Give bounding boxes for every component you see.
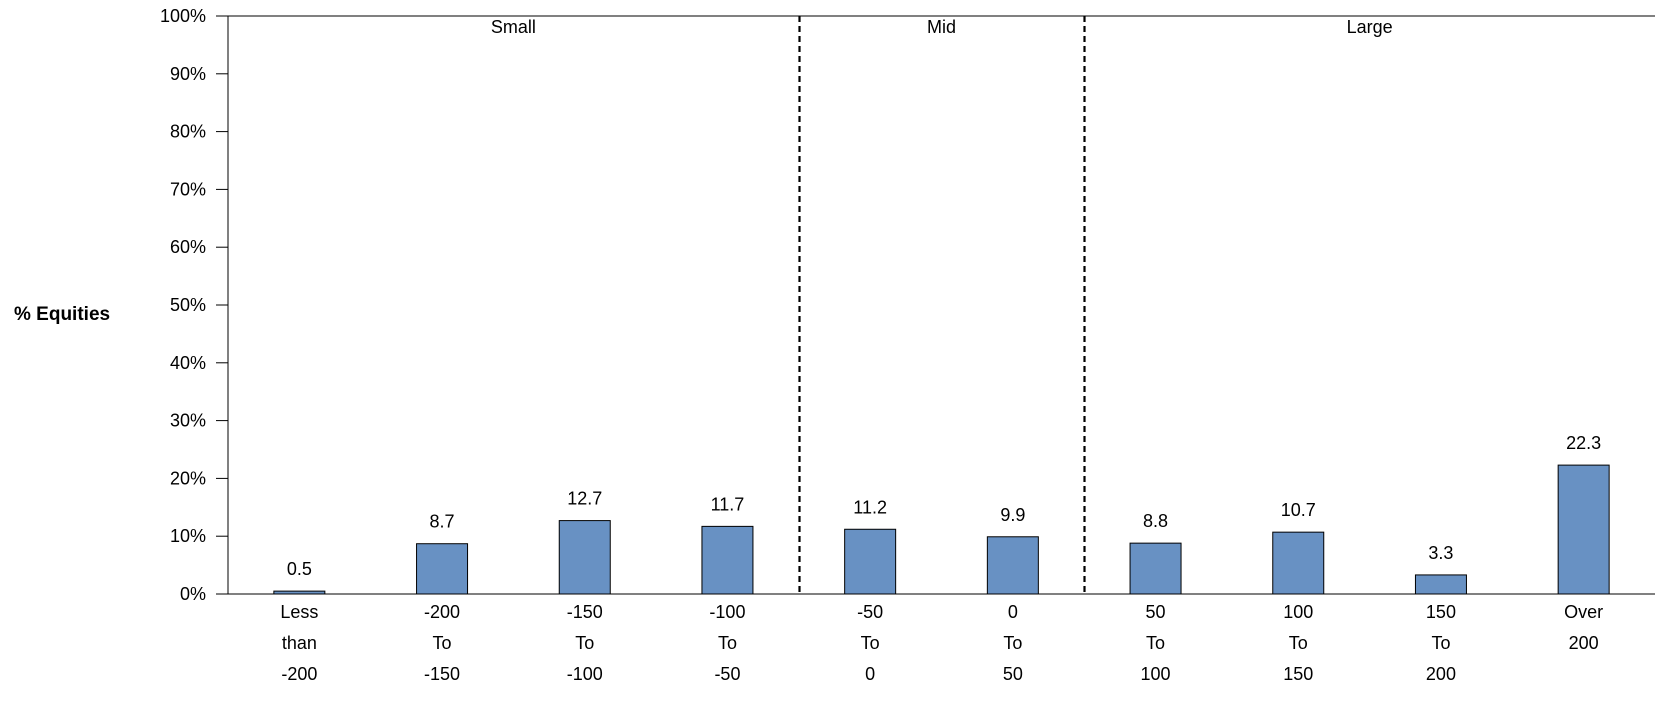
x-tick-label: -50 bbox=[857, 602, 883, 622]
bar bbox=[416, 543, 469, 595]
data-label: 11.7 bbox=[711, 494, 745, 514]
x-tick-label: -150 bbox=[567, 602, 603, 622]
y-tick-label: 60% bbox=[170, 237, 206, 257]
y-tick-label: 100% bbox=[160, 6, 206, 26]
x-tick-label: To bbox=[433, 633, 452, 653]
x-tick-label: -100 bbox=[709, 602, 745, 622]
x-tick-label: 200 bbox=[1569, 633, 1599, 653]
x-tick-label: than bbox=[282, 633, 317, 653]
bar bbox=[1557, 464, 1610, 595]
y-tick-label: 80% bbox=[170, 122, 206, 142]
x-tick-label: To bbox=[1431, 633, 1450, 653]
group-label: Mid bbox=[927, 17, 956, 37]
bars bbox=[273, 464, 1610, 595]
x-tick-label: To bbox=[1003, 633, 1022, 653]
x-tick-label: To bbox=[861, 633, 880, 653]
y-tick-label: 70% bbox=[170, 179, 206, 199]
bar bbox=[701, 525, 754, 595]
y-tick-label: 20% bbox=[170, 468, 206, 488]
x-tick-label: To bbox=[575, 633, 594, 653]
y-tick-label: 50% bbox=[170, 295, 206, 315]
bar bbox=[273, 590, 326, 595]
bar bbox=[558, 520, 611, 595]
x-tick-label: -200 bbox=[281, 664, 317, 684]
x-tick-label: 150 bbox=[1426, 602, 1456, 622]
group-label: Large bbox=[1347, 17, 1393, 37]
y-tick-label: 0% bbox=[180, 584, 206, 604]
x-tick-label: 100 bbox=[1141, 664, 1171, 684]
data-label: 22.3 bbox=[1566, 433, 1601, 453]
x-tick-label: 150 bbox=[1283, 664, 1313, 684]
x-tick-label: Over bbox=[1564, 602, 1603, 622]
x-tick-label: 200 bbox=[1426, 664, 1456, 684]
y-ticks: 0% 10% 20% 30% 40% 50% 60% 70% 80% 90% 100% bbox=[160, 6, 228, 604]
data-label: 12.7 bbox=[567, 489, 602, 509]
y-tick-label: 10% bbox=[170, 526, 206, 546]
data-labels: 0.5 8.7 12.7 11.7 11.2 9.9 8.8 10.7 3.3 22.3 bbox=[287, 433, 1601, 579]
y-tick-label: 90% bbox=[170, 64, 206, 84]
x-tick-label: 100 bbox=[1283, 602, 1313, 622]
y-tick-label: 40% bbox=[170, 353, 206, 373]
x-tick-label: 50 bbox=[1003, 664, 1023, 684]
data-label: 8.7 bbox=[430, 512, 455, 532]
bar bbox=[1129, 542, 1182, 595]
x-tick-label: -50 bbox=[714, 664, 740, 684]
y-axis-title: % Equities bbox=[14, 304, 111, 325]
x-tick-label: To bbox=[1146, 633, 1165, 653]
group-label: Small bbox=[491, 17, 536, 37]
x-tick-label: -200 bbox=[424, 602, 460, 622]
x-tick-label: 0 bbox=[1008, 602, 1018, 622]
y-tick-label: 30% bbox=[170, 411, 206, 431]
x-tick-label: -150 bbox=[424, 664, 460, 684]
x-tick-label: To bbox=[718, 633, 737, 653]
bar bbox=[1414, 574, 1467, 595]
axes bbox=[227, 15, 1655, 595]
data-label: 11.2 bbox=[853, 497, 887, 517]
x-tick-label: -100 bbox=[567, 664, 603, 684]
data-label: 8.8 bbox=[1143, 511, 1168, 531]
x-tick-label: Less bbox=[280, 602, 318, 622]
data-label: 3.3 bbox=[1428, 543, 1453, 563]
data-label: 0.5 bbox=[287, 559, 312, 579]
bar bbox=[986, 536, 1039, 595]
x-tick-label: 0 bbox=[865, 664, 875, 684]
x-tick-labels: Less than -200 -200 To -150 -150 To -100 -100 To -5… bbox=[280, 602, 1603, 684]
group-dividers: Small Mid Large bbox=[491, 16, 1393, 594]
data-label: 9.9 bbox=[1000, 505, 1025, 525]
data-label: 10.7 bbox=[1281, 500, 1316, 520]
bar bbox=[844, 528, 897, 595]
x-tick-label: 50 bbox=[1146, 602, 1166, 622]
x-tick-label: To bbox=[1289, 633, 1308, 653]
bar bbox=[1272, 531, 1325, 595]
